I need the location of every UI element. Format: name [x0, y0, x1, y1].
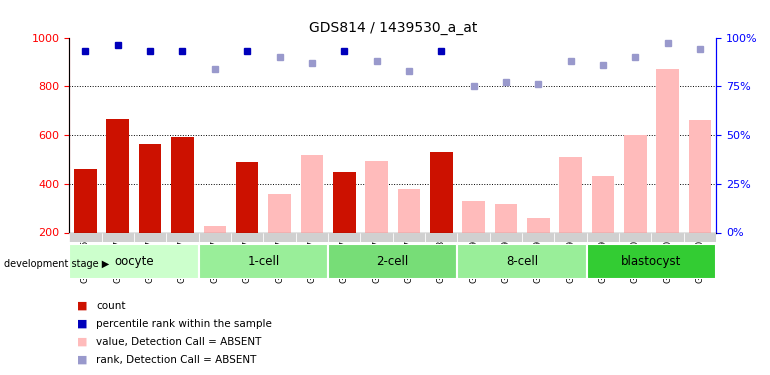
Bar [296, 232, 328, 242]
Bar [199, 244, 328, 279]
Bar [587, 244, 716, 279]
Bar [527, 218, 550, 232]
Bar [365, 160, 388, 232]
Bar [397, 189, 420, 232]
Text: ■: ■ [77, 337, 88, 346]
Bar [134, 232, 166, 242]
Text: value, Detection Call = ABSENT: value, Detection Call = ABSENT [96, 337, 262, 346]
Bar [360, 232, 393, 242]
Bar [139, 144, 162, 232]
Bar [333, 172, 356, 232]
Bar [462, 201, 485, 232]
Text: blastocyst: blastocyst [621, 255, 681, 268]
Bar [494, 204, 517, 232]
Text: oocyte: oocyte [114, 255, 154, 268]
Bar [684, 232, 716, 242]
Title: GDS814 / 1439530_a_at: GDS814 / 1439530_a_at [309, 21, 477, 35]
Bar [522, 232, 554, 242]
Text: development stage ▶: development stage ▶ [4, 260, 109, 269]
Bar [619, 232, 651, 242]
Text: ■: ■ [77, 319, 88, 328]
Text: ■: ■ [77, 301, 88, 310]
Text: 8-cell: 8-cell [506, 255, 538, 268]
Bar [490, 232, 522, 242]
Text: rank, Detection Call = ABSENT: rank, Detection Call = ABSENT [96, 355, 256, 364]
Text: 2-cell: 2-cell [377, 255, 409, 268]
Bar [656, 69, 679, 232]
Bar [236, 162, 259, 232]
Bar [393, 232, 425, 242]
Bar [328, 244, 457, 279]
Bar [591, 177, 614, 232]
Bar [457, 232, 490, 242]
Bar [430, 152, 453, 232]
Text: percentile rank within the sample: percentile rank within the sample [96, 319, 272, 328]
Bar [171, 138, 194, 232]
Bar [688, 120, 711, 232]
Bar [457, 244, 587, 279]
Bar [69, 232, 102, 242]
Bar [651, 232, 684, 242]
Bar [231, 232, 263, 242]
Bar [203, 226, 226, 232]
Bar [74, 169, 97, 232]
Bar [425, 232, 457, 242]
Bar [69, 244, 199, 279]
Bar [559, 157, 582, 232]
Bar [199, 232, 231, 242]
Bar [554, 232, 587, 242]
Bar [106, 119, 129, 232]
Bar [587, 232, 619, 242]
Bar [624, 135, 647, 232]
Text: ■: ■ [77, 355, 88, 364]
Text: count: count [96, 301, 126, 310]
Bar [268, 194, 291, 232]
Bar [102, 232, 134, 242]
Bar [300, 154, 323, 232]
Bar [328, 232, 360, 242]
Bar [166, 232, 199, 242]
Text: 1-cell: 1-cell [247, 255, 280, 268]
Bar [263, 232, 296, 242]
